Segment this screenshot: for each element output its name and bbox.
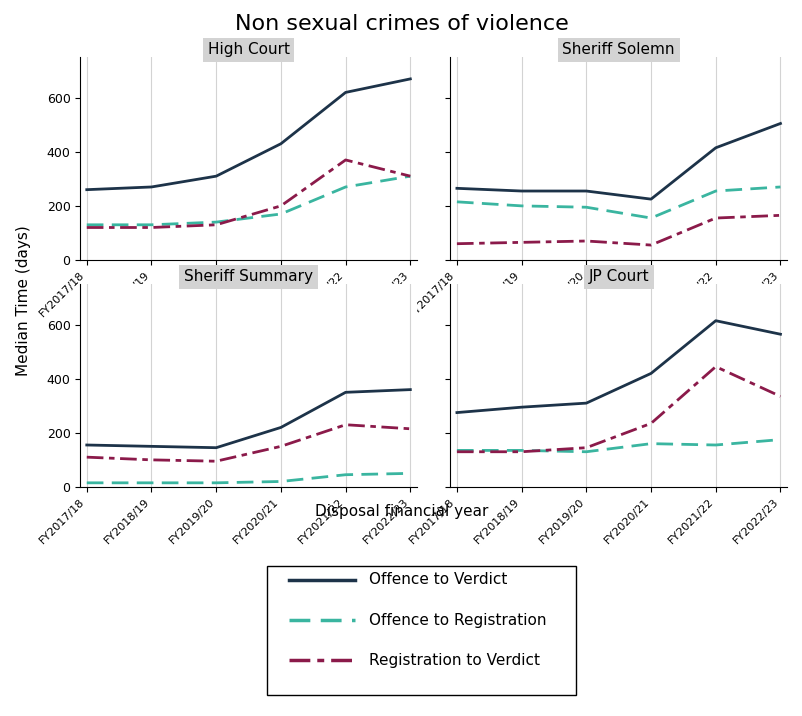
Text: Non sexual crimes of violence: Non sexual crimes of violence (234, 14, 568, 34)
Text: Median Time (days): Median Time (days) (16, 226, 31, 376)
Title: Sheriff Summary: Sheriff Summary (184, 269, 313, 284)
Text: Registration to Verdict: Registration to Verdict (368, 653, 539, 667)
Text: Disposal financial year: Disposal financial year (314, 503, 488, 518)
Title: Sheriff Solemn: Sheriff Solemn (561, 42, 674, 57)
Title: JP Court: JP Court (588, 269, 648, 284)
Title: High Court: High Court (207, 42, 290, 57)
Text: Offence to Verdict: Offence to Verdict (368, 573, 506, 587)
Text: Offence to Registration: Offence to Registration (368, 613, 545, 627)
